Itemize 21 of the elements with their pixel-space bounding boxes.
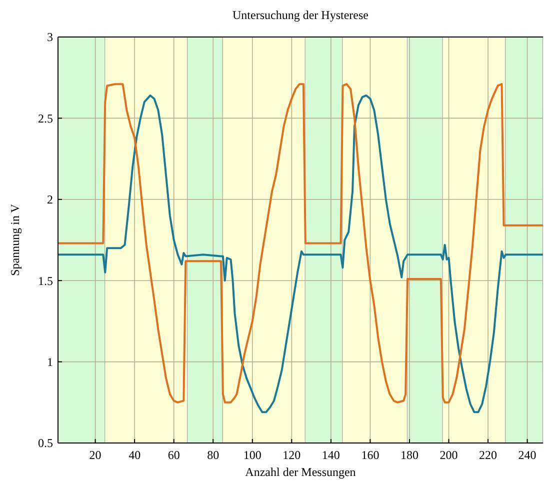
x-tick-label: 40 xyxy=(128,448,141,462)
x-tick-label: 60 xyxy=(168,448,180,462)
x-tick-label: 200 xyxy=(440,448,458,462)
x-axis-title: Anzahl der Messungen xyxy=(245,465,356,479)
x-tick-label: 100 xyxy=(243,448,262,462)
y-tick-label: 1 xyxy=(47,355,53,369)
x-tick-label: 80 xyxy=(207,448,220,462)
x-tick-label: 240 xyxy=(518,448,536,462)
y-axis-title: Spannung in V xyxy=(8,204,22,276)
x-tick-label: 120 xyxy=(282,448,301,462)
y-tick-label: 1.5 xyxy=(38,274,53,288)
x-tick-label: 180 xyxy=(400,448,418,462)
x-tick-label: 160 xyxy=(361,448,380,462)
x-tick-label: 220 xyxy=(479,448,498,462)
y-tick-label: 2 xyxy=(47,192,53,207)
y-tick-label: 3 xyxy=(47,30,53,44)
x-tick-label: 20 xyxy=(89,448,102,462)
chart-title: Untersuchung der Hysterese xyxy=(232,8,368,22)
y-tick-label: 0.5 xyxy=(38,436,53,450)
y-tick-label: 2.5 xyxy=(38,111,53,126)
x-tick-label: 140 xyxy=(322,448,340,462)
